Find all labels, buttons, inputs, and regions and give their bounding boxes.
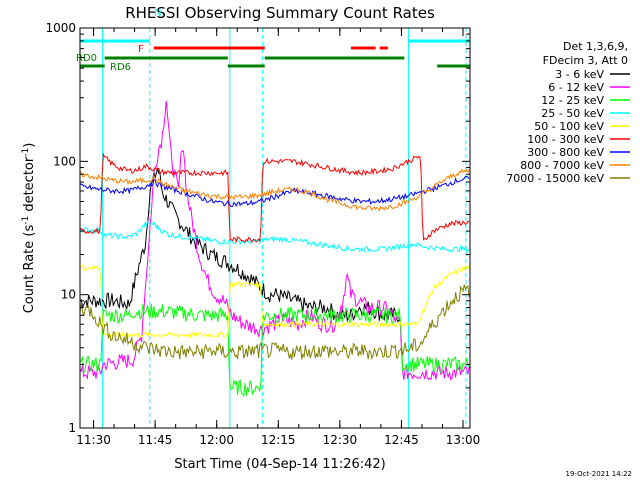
y-tick-label-1: 10 <box>61 288 76 302</box>
legend-label-4: 50 - 100 keV <box>534 120 604 133</box>
chart-title: RHESSI Observing Summary Count Rates <box>125 4 435 22</box>
y-axis-label: Count Rate (s-1 detector-1) <box>21 143 37 314</box>
legend-label-8: 7000 - 15000 keV <box>506 172 604 185</box>
annotation-rd6: RD6 <box>110 62 131 73</box>
legend-label-3: 25 - 50 keV <box>541 107 604 120</box>
series-line-5 <box>80 152 470 244</box>
legend-label-2: 12 - 25 keV <box>541 94 604 107</box>
series-line-4 <box>80 264 470 339</box>
series-line-2 <box>80 303 470 397</box>
x-tick-label-2: 12:00 <box>199 433 234 447</box>
series-group <box>80 100 470 397</box>
y-label-sup2: -1 <box>21 148 31 157</box>
series-line-0 <box>80 166 401 324</box>
annotation-f: F <box>138 44 144 55</box>
series-line-7 <box>80 168 470 212</box>
y-tick-label-2: 100 <box>53 154 76 168</box>
legend-label-0: 3 - 6 keV <box>555 68 604 81</box>
y-label-main: Count Rate (s <box>22 225 37 314</box>
render-timestamp: 19-Oct-2021 14:22 <box>566 470 632 478</box>
x-axis-label: Start Time (04-Sep-14 11:26:42) <box>174 457 385 472</box>
x-tick-label-3: 12:15 <box>261 433 296 447</box>
series-line-8 <box>80 284 470 361</box>
plot-area: RD0 RD6 N F <box>76 8 471 429</box>
legend: Det 1,3,6,9, FDecim 3, Att 0 3 - 6 keV6 … <box>506 40 630 185</box>
series-line-3 <box>80 220 470 254</box>
y-tick-label-0: 1 <box>68 421 76 435</box>
legend-label-6: 300 - 800 keV <box>527 146 604 159</box>
y-label-end: ) <box>22 143 37 148</box>
x-tick-label-4: 12:30 <box>323 433 358 447</box>
legend-label-1: 6 - 12 keV <box>548 81 604 94</box>
series-line-6 <box>80 175 470 208</box>
x-axis-ticks: 11:30 11:45 12:00 12:15 12:30 12:45 13:00 <box>76 28 480 447</box>
series-line-1 <box>80 100 470 381</box>
legend-header-1: Det 1,3,6,9, <box>563 40 628 53</box>
x-tick-label-5: 12:45 <box>384 433 419 447</box>
y-label-mid: detector <box>22 156 37 216</box>
annotation-rd0: RD0 <box>76 53 97 64</box>
annotation-n: N <box>154 8 161 19</box>
y-tick-label-3: 1000 <box>45 21 76 35</box>
legend-header-2: FDecim 3, Att 0 <box>543 54 628 67</box>
y-label-sup1: -1 <box>21 216 31 225</box>
x-tick-label-0: 11:30 <box>76 433 111 447</box>
legend-label-5: 100 - 300 keV <box>527 133 604 146</box>
x-tick-label-6: 13:00 <box>446 433 481 447</box>
x-tick-label-1: 11:45 <box>138 433 173 447</box>
y-axis-ticks: 1 10 100 1000 <box>45 21 470 435</box>
axis-frame <box>79 27 471 429</box>
legend-label-7: 800 - 7000 keV <box>520 159 604 172</box>
